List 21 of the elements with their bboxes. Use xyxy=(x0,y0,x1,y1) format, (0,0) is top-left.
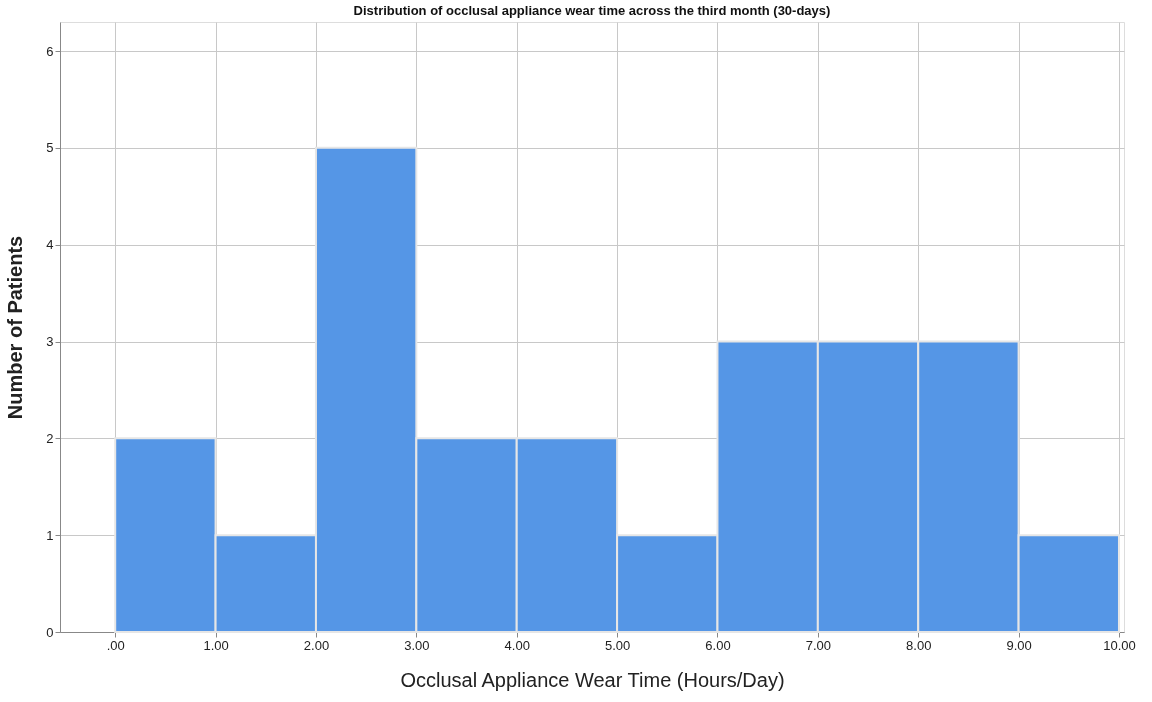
y-tick-label: 0 xyxy=(46,624,54,640)
y-tick-label: 5 xyxy=(46,140,54,156)
y-tick-label: 1 xyxy=(46,527,54,543)
x-tick-label: 1.00 xyxy=(203,637,229,653)
y-tick-label: 4 xyxy=(46,237,54,253)
x-tick-label: 4.00 xyxy=(504,637,530,653)
x-tick-label: 8.00 xyxy=(906,637,932,653)
x-tick-label: .00 xyxy=(106,637,125,653)
x-tick-label: 3.00 xyxy=(404,637,430,653)
x-tick-label: 5.00 xyxy=(604,637,631,653)
y-tick-label: 3 xyxy=(46,334,54,350)
y-axis-title: Number of Patients xyxy=(4,235,27,420)
chart-title: Distribution of occlusal appliance wear time across the third month (30-days) xyxy=(353,3,831,18)
y-tick-label: 2 xyxy=(46,430,54,446)
x-axis-title: Occlusal Appliance Wear Time (Hours/Day) xyxy=(400,668,785,691)
x-tick-label: 10.00 xyxy=(1103,637,1136,653)
y-tick-label: 6 xyxy=(46,43,54,59)
x-tick-label: 2.00 xyxy=(303,637,330,653)
x-tick-label: 7.00 xyxy=(805,637,832,653)
x-tick-label: 6.00 xyxy=(705,637,731,653)
x-tick-label: 9.00 xyxy=(1006,637,1032,653)
